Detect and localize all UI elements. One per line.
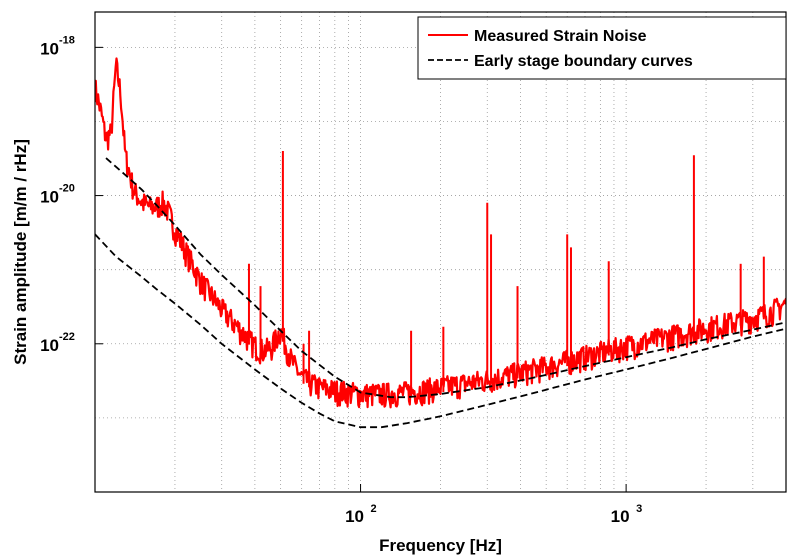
legend: Measured Strain Noise Early stage boundar… [417,16,787,80]
axis-ticks [95,46,627,492]
x-tick-label: 10 [611,507,630,526]
x-axis-label: Frequency [Hz] [379,536,502,555]
plot-area [95,57,786,429]
y-tick-label: 10 [40,39,59,58]
x-tick-exponent: 3 [636,503,642,515]
series-line-measured-strain-noise [95,57,786,409]
x-tick-exponent: 2 [371,503,377,515]
series-line-boundary-curve-2 [95,233,786,429]
series-group [95,57,786,429]
plot-frame [94,11,787,493]
x-tick-label: 10 [345,507,364,526]
y-tick-exponent: -22 [59,331,75,343]
y-tick-exponent: -18 [59,34,75,46]
legend-label: Measured Strain Noise [474,28,647,45]
y-axis-label: Strain amplitude [m/m / rHz] [11,139,30,365]
series-line-boundary-curve-1 [105,157,786,399]
y-tick-label: 10 [40,188,59,207]
y-tick-label: 10 [40,336,59,355]
legend-label: Early stage boundary curves [474,53,693,70]
legend-box [417,16,787,80]
y-tick-exponent: -20 [59,183,75,195]
